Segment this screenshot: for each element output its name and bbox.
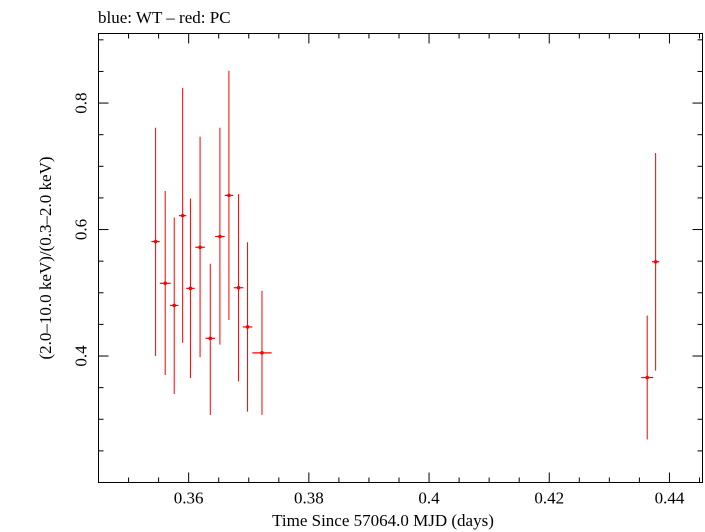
data-point [195,136,205,358]
point-marker [245,325,250,329]
point-marker [218,234,222,239]
data-point [224,70,234,320]
point-marker [180,213,185,218]
x-axis-label: Time Since 57064.0 MJD (days) [272,511,494,530]
point-marker [153,239,158,244]
y-tick-label: 0.8 [72,92,91,113]
data-point [252,290,272,415]
data-point [186,198,195,379]
point-marker [188,286,193,291]
data-point [652,153,660,371]
point-marker [208,336,213,341]
axis-ticks [98,33,703,483]
data-point [242,242,253,412]
data-point [151,127,160,357]
point-marker [260,351,264,355]
y-tick-label: 0.6 [72,219,91,240]
data-point [215,127,225,345]
data-points [151,70,660,440]
data-point [641,315,654,440]
point-marker [163,281,168,286]
plot-frame [98,33,703,483]
data-point [205,263,216,415]
data-point [233,194,244,382]
data-point [170,217,179,394]
y-axis-label: (2.0–10.0 keV)/(0.3–2.0 keV) [36,156,55,359]
data-point [159,190,171,375]
y-tick-label: 0.4 [72,345,91,367]
x-tick-labels: 0.36 0.38 0.4 0.42 0.44 [174,489,685,508]
point-marker [198,245,202,250]
x-tick-label: 0.36 [174,489,204,508]
point-marker [645,375,650,380]
y-tick-labels: 0.4 0.6 0.8 [72,92,91,366]
point-marker [653,259,658,264]
data-point [179,87,187,343]
x-tick-label: 0.4 [418,489,440,508]
x-tick-label: 0.42 [534,489,564,508]
chart-title: blue: WT – red: PC [98,8,231,27]
x-tick-label: 0.38 [294,489,324,508]
point-marker [227,193,231,198]
x-tick-label: 0.44 [655,489,685,508]
point-marker [172,303,177,308]
point-marker [236,285,241,290]
